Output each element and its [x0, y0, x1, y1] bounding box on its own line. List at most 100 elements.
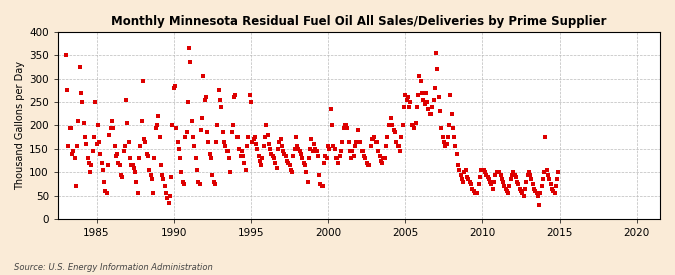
Point — [287, 170, 298, 174]
Point — [173, 147, 184, 151]
Point — [531, 191, 542, 196]
Point — [189, 144, 200, 149]
Point — [101, 191, 112, 196]
Point — [364, 163, 375, 167]
Point — [442, 135, 453, 139]
Point — [527, 182, 538, 186]
Point — [335, 149, 346, 153]
Point — [398, 123, 408, 128]
Point — [303, 156, 314, 160]
Point — [138, 79, 148, 83]
Point — [551, 177, 562, 182]
Point — [458, 179, 468, 184]
Point — [493, 170, 504, 174]
Point — [157, 172, 167, 177]
Point — [80, 135, 90, 139]
Point — [448, 126, 458, 130]
Point — [321, 156, 332, 160]
Point — [215, 98, 225, 102]
Point — [119, 144, 130, 149]
Point — [540, 135, 551, 139]
Point — [371, 140, 381, 144]
Point — [288, 154, 299, 158]
Point — [105, 126, 116, 130]
Point — [188, 135, 198, 139]
Point — [455, 172, 466, 177]
Point — [98, 168, 109, 172]
Point — [476, 168, 487, 172]
Point — [269, 156, 279, 160]
Point — [199, 98, 210, 102]
Point — [369, 135, 380, 139]
Point — [259, 144, 269, 149]
Point — [180, 135, 191, 139]
Point — [221, 149, 232, 153]
Point — [151, 126, 161, 130]
Point — [171, 126, 182, 130]
Point — [396, 135, 407, 139]
Point — [61, 88, 72, 93]
Point — [496, 177, 507, 182]
Point — [281, 158, 292, 163]
Point — [437, 135, 448, 139]
Point — [310, 147, 321, 151]
Point — [175, 156, 186, 160]
Point — [111, 151, 122, 156]
Point — [513, 182, 524, 186]
Point — [314, 172, 325, 177]
Point — [292, 144, 302, 149]
Point — [502, 189, 512, 193]
Point — [135, 144, 146, 149]
Point — [485, 179, 495, 184]
Point — [227, 123, 238, 128]
Point — [246, 100, 256, 104]
Point — [84, 161, 95, 165]
Point — [306, 137, 317, 142]
Point — [462, 175, 472, 179]
Point — [207, 172, 218, 177]
Point — [388, 128, 399, 132]
Point — [441, 142, 452, 146]
Point — [161, 191, 171, 196]
Text: Source: U.S. Energy Information Administration: Source: U.S. Energy Information Administ… — [14, 263, 212, 272]
Point — [155, 163, 166, 167]
Point — [190, 156, 201, 160]
Title: Monthly Minnesota Residual Fuel Oil All Sales/Deliveries by Prime Supplier: Monthly Minnesota Residual Fuel Oil All … — [111, 15, 607, 28]
Point — [433, 95, 444, 100]
Point — [97, 161, 107, 165]
Point — [118, 149, 129, 153]
Point — [544, 177, 555, 182]
Point — [378, 156, 389, 160]
Point — [439, 144, 450, 149]
Point — [90, 100, 101, 104]
Point — [88, 135, 99, 139]
Point — [315, 182, 326, 186]
Point — [274, 140, 285, 144]
Point — [422, 100, 433, 104]
Point — [243, 135, 254, 139]
Point — [399, 104, 410, 109]
Point — [263, 142, 274, 146]
Point — [307, 149, 318, 153]
Point — [537, 177, 548, 182]
Point — [249, 135, 260, 139]
Point — [279, 151, 290, 156]
Point — [64, 126, 75, 130]
Point — [428, 98, 439, 102]
Point — [421, 90, 431, 95]
Point — [432, 67, 443, 72]
Point — [385, 116, 396, 121]
Point — [553, 170, 564, 174]
Point — [223, 156, 234, 160]
Point — [423, 107, 434, 111]
Point — [219, 140, 230, 144]
Point — [250, 142, 261, 146]
Point — [104, 133, 115, 137]
Point — [212, 123, 223, 128]
Point — [368, 137, 379, 142]
Point — [244, 93, 255, 97]
Point — [454, 168, 464, 172]
Point — [379, 156, 390, 160]
Point — [340, 123, 350, 128]
Point — [367, 137, 377, 142]
